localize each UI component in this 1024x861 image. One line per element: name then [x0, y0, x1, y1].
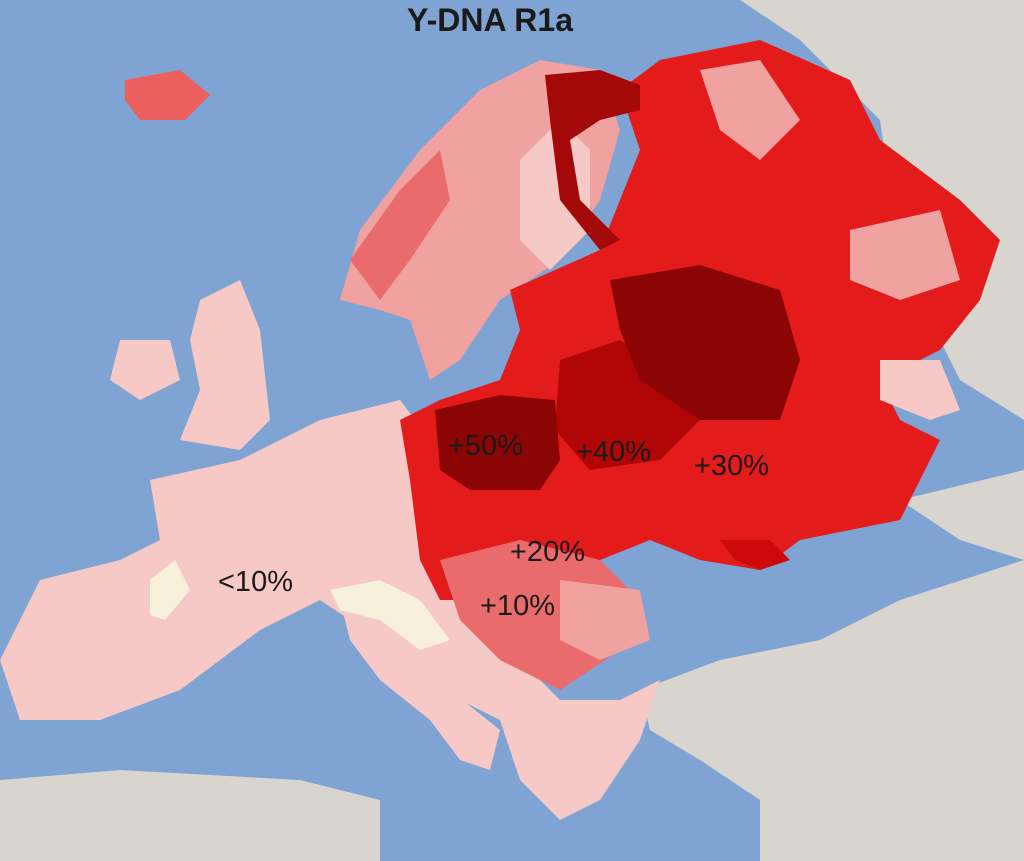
kola-dark	[545, 70, 640, 250]
asia-minor-land	[640, 560, 1024, 861]
map-title: Y-DNA R1a	[407, 2, 573, 38]
british-isles	[110, 280, 270, 450]
north-russia-pink	[700, 60, 960, 300]
label-10-percent: +10%	[480, 590, 555, 622]
label-below-10-percent: <10%	[218, 566, 293, 598]
caucasus-land	[900, 470, 1024, 560]
alps	[150, 560, 450, 650]
label-50-percent: +50%	[448, 430, 523, 462]
north-africa-land	[0, 770, 380, 861]
caspian-pink	[880, 360, 960, 420]
crimea	[720, 540, 790, 570]
italy	[340, 600, 500, 770]
region-50-poland	[435, 395, 560, 490]
scandinavia-red	[350, 150, 450, 300]
region-below-10	[0, 400, 660, 820]
balkans-pink	[560, 580, 650, 660]
label-40-percent: +40%	[576, 436, 651, 468]
region-50-russia	[610, 265, 800, 420]
label-20-percent: +20%	[510, 536, 585, 568]
iceland	[125, 70, 210, 120]
label-30-percent: +30%	[694, 450, 769, 482]
